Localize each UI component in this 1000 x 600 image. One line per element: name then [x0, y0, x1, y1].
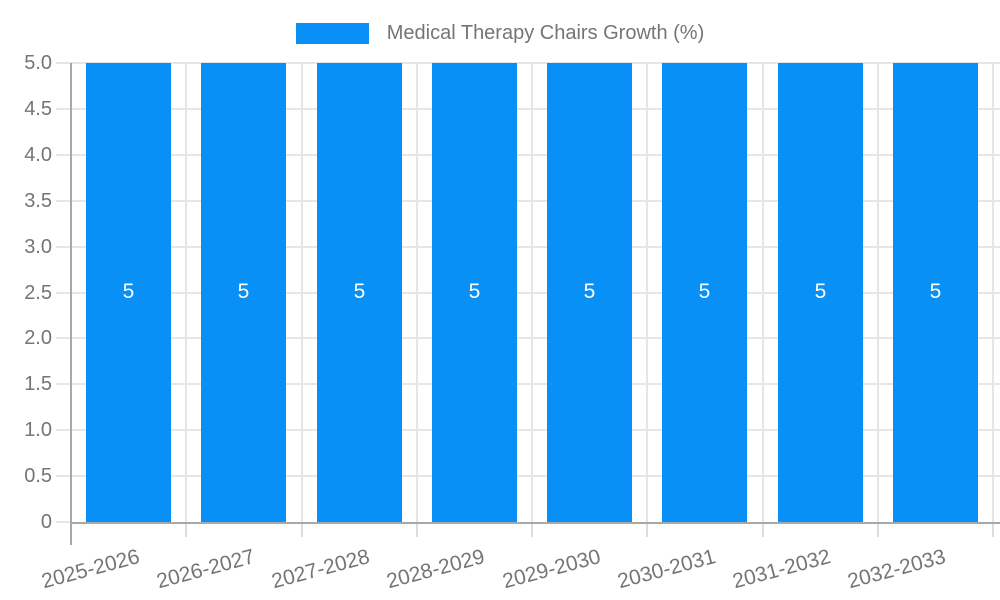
- y-gridline: [56, 107, 1000, 110]
- y-axis-tick-label: 5.0: [24, 52, 52, 74]
- y-axis-tick-label: 1.5: [24, 373, 52, 396]
- y-gridline: [56, 62, 1000, 64]
- x-axis-line: [71, 522, 1000, 524]
- y-axis-tick-label: 3.5: [24, 189, 52, 212]
- x-axis-tick-label: 2031-2032: [729, 545, 833, 594]
- bar-value-label: 5: [468, 280, 481, 303]
- x-tick: [531, 523, 533, 537]
- x-gridline: [761, 63, 764, 522]
- bar-value-label: 5: [122, 280, 135, 303]
- x-gridline: [531, 63, 533, 522]
- x-gridline: [415, 63, 418, 522]
- x-gridline: [300, 63, 303, 522]
- y-gridline: [56, 291, 1000, 294]
- x-tick: [300, 523, 303, 537]
- bar[interactable]: [86, 63, 171, 522]
- bar[interactable]: [547, 63, 632, 522]
- x-gridline: [646, 63, 649, 522]
- x-axis-tick-label: 2027-2028: [268, 545, 372, 594]
- y-axis-line: [70, 63, 72, 545]
- y-axis-tick-label: 1.0: [24, 419, 52, 442]
- x-tick: [992, 523, 994, 537]
- x-axis-tick-label: 2028-2029: [383, 545, 487, 594]
- x-axis-tick-label: 2030-2031: [614, 545, 718, 594]
- y-gridline: [56, 383, 1000, 386]
- x-axis-tick-label: 2029-2030: [499, 545, 603, 594]
- bar-value-label: 5: [929, 280, 942, 303]
- x-axis-tick-label: 2026-2027: [153, 545, 257, 594]
- chart-legend[interactable]: Medical Therapy Chairs Growth (%): [0, 22, 1000, 44]
- bar-value-label: 5: [814, 280, 827, 303]
- bar[interactable]: [662, 63, 747, 522]
- bar[interactable]: [432, 63, 517, 522]
- x-tick: [761, 523, 764, 537]
- y-gridline: [56, 153, 1000, 156]
- x-gridline: [185, 63, 188, 522]
- x-tick: [876, 523, 879, 537]
- x-gridline: [876, 63, 879, 522]
- bar[interactable]: [778, 63, 863, 522]
- y-gridline: [56, 199, 1000, 202]
- bar[interactable]: [893, 63, 978, 522]
- legend-series-label: Medical Therapy Chairs Growth (%): [386, 21, 705, 44]
- y-tick: [56, 521, 71, 523]
- bar[interactable]: [317, 63, 402, 522]
- y-axis-tick-label: 2.0: [24, 327, 52, 350]
- x-tick: [646, 523, 649, 537]
- x-tick: [185, 523, 188, 537]
- bar-value-label: 5: [583, 280, 596, 303]
- y-axis-tick-label: 0.5: [24, 465, 52, 488]
- bar-value-label: 5: [237, 280, 250, 303]
- x-gridline: [992, 63, 994, 522]
- y-gridline: [56, 245, 1000, 248]
- x-axis-tick-label: 2032-2033: [844, 545, 948, 594]
- x-axis-tick-label: 2025-2026: [38, 545, 142, 594]
- y-axis-tick-label: 4.0: [24, 143, 52, 166]
- y-gridline: [56, 429, 1000, 432]
- bar[interactable]: [201, 63, 286, 522]
- y-axis-tick-label: 3.0: [24, 235, 52, 258]
- y-gridline: [56, 475, 1000, 478]
- x-tick: [415, 523, 418, 537]
- y-axis-tick-label: 0: [40, 511, 52, 533]
- bar-value-label: 5: [698, 280, 711, 303]
- legend-swatch-icon: [295, 22, 369, 44]
- bar-value-label: 5: [353, 280, 366, 303]
- y-axis-tick-label: 2.5: [24, 281, 52, 304]
- y-gridline: [56, 337, 1000, 340]
- y-axis-tick-label: 4.5: [24, 97, 52, 120]
